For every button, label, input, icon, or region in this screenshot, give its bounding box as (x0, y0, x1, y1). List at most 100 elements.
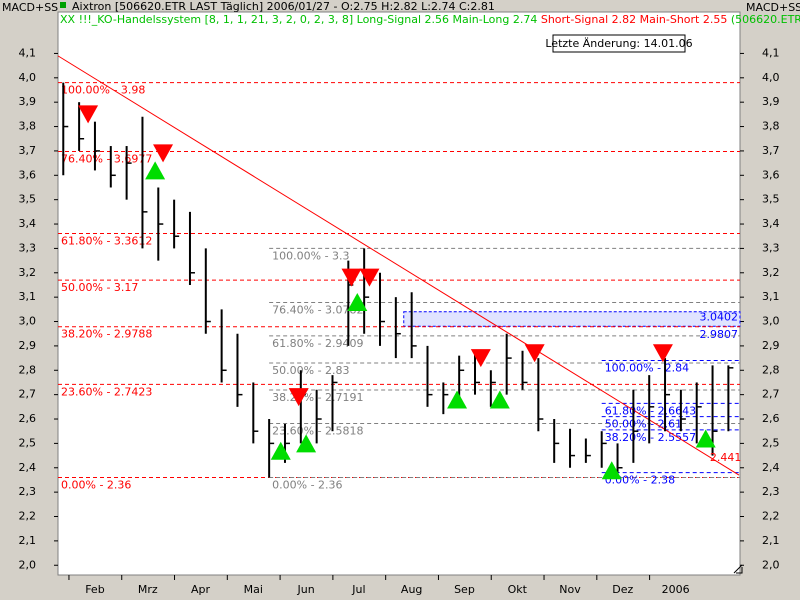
short-signal (153, 144, 174, 163)
y-tick-label: 2,4 (19, 461, 37, 474)
last-label: 2.441 (710, 451, 742, 464)
y-tick-label: 2,3 (19, 485, 37, 498)
long-signal (601, 461, 622, 480)
y-tick-label: 2,9 (19, 339, 37, 352)
chart-title: Aixtron [506620.ETR LAST Täglich] 2006/0… (72, 0, 495, 13)
x-tick-label: Mrz (138, 583, 158, 596)
fib-label: 0.00% - 2.38 (605, 474, 675, 487)
y-tick-label: 2,9 (762, 339, 780, 352)
fib-label: 38.20% - 2.5557 (605, 431, 696, 444)
long-signal (447, 390, 468, 409)
y-tick-label: 2,6 (19, 412, 37, 425)
fib-label: 23.60% - 2.7423 (61, 385, 152, 398)
y-tick-label: 3,9 (762, 95, 780, 108)
fib-label: 100.00% - 3.3 (272, 249, 349, 262)
y-tick-label: 2,0 (762, 558, 780, 571)
y-tick-label: 3,4 (762, 217, 780, 230)
long-signal (347, 293, 368, 312)
corner-label: MACD+SS (2, 1, 58, 14)
zone-label: 2.9807 (700, 328, 739, 341)
fib-label: 61.80% - 3.3612 (61, 234, 152, 247)
x-tick-label: Jun (297, 583, 315, 596)
y-tick-label: 2,2 (19, 510, 37, 523)
indicator-line: XX !!!_KO-Handelssystem [8, 1, 1, 21, 3,… (60, 13, 800, 26)
y-tick-label: 2,5 (762, 436, 780, 449)
y-tick-label: 3,6 (19, 168, 37, 181)
y-tick-label: 3,6 (762, 168, 780, 181)
y-tick-label: 3,5 (19, 193, 37, 206)
y-tick-label: 3,9 (19, 95, 37, 108)
trendline (57, 55, 740, 476)
x-tick-label: 2006 (662, 583, 690, 596)
y-tick-label: 3,7 (762, 144, 780, 157)
y-tick-label: 2,1 (19, 534, 37, 547)
note-box (552, 34, 686, 53)
fib-label: 76.40% - 3.6977 (61, 152, 152, 165)
x-tick-label: Nov (559, 583, 581, 596)
fib-label: 76.40% - 3.0782 (272, 303, 363, 316)
plot-area (57, 11, 741, 576)
fib-label: 61.80% - 2.6643 (605, 404, 696, 417)
fib-label: 0.00% - 2.36 (272, 479, 342, 492)
short-signal (341, 268, 362, 287)
y-tick-label: 2,0 (19, 558, 37, 571)
y-tick-label: 2,8 (762, 363, 780, 376)
legend-icon (60, 2, 66, 8)
long-signal (695, 429, 716, 448)
y-tick-label: 4,1 (762, 46, 780, 59)
short-signal (78, 105, 99, 124)
fib-label: 50.00% - 2.61 (605, 418, 682, 431)
y-tick-label: 3,2 (762, 266, 780, 279)
y-tick-label: 4,1 (19, 46, 37, 59)
x-tick-label: Dez (612, 583, 633, 596)
long-signal (145, 161, 166, 180)
fib-label: 100.00% - 2.84 (605, 362, 689, 375)
y-tick-label: 3,3 (19, 241, 37, 254)
y-tick-label: 4,0 (19, 71, 37, 84)
y-tick-label: 3,7 (19, 144, 37, 157)
y-tick-label: 2,3 (762, 485, 780, 498)
x-tick-label: Apr (191, 583, 211, 596)
y-tick-label: 2,6 (762, 412, 780, 425)
long-signal (489, 390, 510, 409)
fib-label: 50.00% - 3.17 (61, 281, 138, 294)
x-tick-label: Mai (244, 583, 263, 596)
fib-label: 100.00% - 3.98 (61, 84, 145, 97)
y-tick-label: 2,1 (762, 534, 780, 547)
y-tick-label: 3,1 (19, 290, 37, 303)
y-tick-label: 3,0 (762, 315, 780, 328)
y-tick-label: 3,0 (19, 315, 37, 328)
long-signal (296, 434, 317, 453)
y-tick-label: 2,2 (762, 510, 780, 523)
y-tick-label: 3,4 (19, 217, 37, 230)
x-tick-label: Sep (454, 583, 475, 596)
fib-label: 50.00% - 2.83 (272, 364, 349, 377)
corner-label: MACD+SS (746, 1, 800, 14)
fib-label: 38.20% - 2.7191 (272, 391, 363, 404)
y-tick-label: 2,7 (19, 388, 37, 401)
y-tick-label: 2,7 (762, 388, 780, 401)
note: Letzte Änderung: 14.01.06 (545, 37, 692, 50)
indicator-long: XX !!!_KO-Handelssystem [8, 1, 1, 21, 3,… (60, 13, 537, 26)
y-tick-label: 4,0 (762, 71, 780, 84)
short-signal (524, 344, 545, 363)
zone-label: 3.0402 (700, 311, 739, 324)
y-tick-label: 3,3 (762, 241, 780, 254)
y-tick-label: 3,8 (762, 120, 780, 133)
y-tick-label: 3,5 (762, 193, 780, 206)
indicator-symbol: (506620.ETR) (731, 13, 800, 26)
short-signal (359, 268, 380, 287)
x-tick-label: Okt (508, 583, 528, 596)
indicator-short: Short-Signal 2.82 Main-Short 2.55 (541, 13, 728, 26)
fib-label: 23.60% - 2.5818 (272, 424, 363, 437)
short-signal (288, 388, 309, 407)
x-tick-label: Feb (85, 583, 104, 596)
x-tick-label: Aug (401, 583, 422, 596)
y-tick-label: 3,2 (19, 266, 37, 279)
corner-icon (733, 564, 743, 574)
fib-label: 61.80% - 2.9409 (272, 337, 363, 350)
y-tick-label: 2,4 (762, 461, 780, 474)
y-tick-label: 2,8 (19, 363, 37, 376)
